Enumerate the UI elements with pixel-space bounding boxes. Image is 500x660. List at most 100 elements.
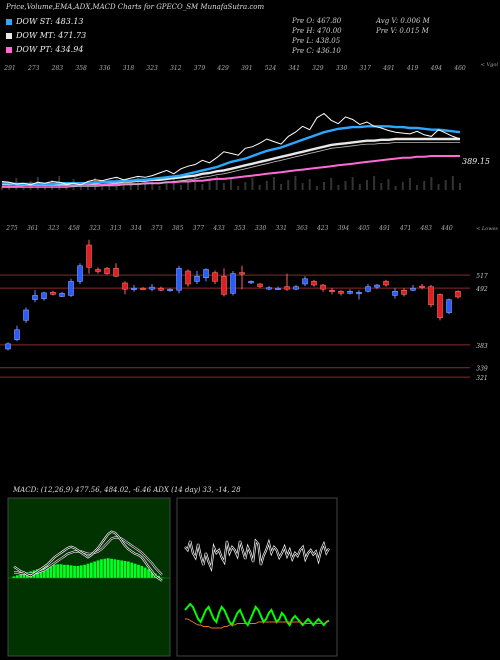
adx-series-adx: [185, 618, 330, 629]
candle-body: [140, 287, 146, 290]
legend-dow-pt: DOW PT: 434.94: [6, 45, 83, 54]
adx-panel: [176, 497, 338, 657]
candle-body: [365, 286, 371, 292]
candle-body: [410, 287, 416, 291]
adx-series-di-core: [184, 540, 330, 570]
top-tick-label: 358: [75, 65, 87, 72]
macd-signal-core: [14, 537, 163, 576]
top-tick-label: 312: [170, 65, 182, 72]
top-tick-label: 391: [241, 65, 252, 72]
top-tick-label: 353: [234, 225, 246, 232]
top-tick-label: 429: [216, 65, 229, 72]
top-tick-label: 524: [265, 65, 277, 72]
chart-title: Price,Volume,EMA,ADX,MACD Charts for GPE…: [6, 3, 265, 11]
price-panel: 275 361 323 458 323 313 314 373 385 377 433 353 330 3…: [0, 225, 498, 382]
support-level-label: 321: [476, 375, 487, 382]
series-price: [1, 112, 461, 186]
legend-swatch: [6, 47, 12, 53]
top-tick-label: 405: [357, 225, 370, 232]
pre-close: Pre C: 436.10: [292, 47, 341, 55]
candle-body: [284, 286, 290, 290]
candle-body: [383, 281, 389, 286]
candle-body: [86, 244, 92, 268]
macd-panel: [7, 497, 171, 657]
series-dow-st: [2, 125, 461, 186]
top-tick-label: 379: [194, 65, 206, 72]
series-dow-pt: [2, 155, 460, 188]
candle-body: [122, 282, 128, 290]
candle-body: [320, 284, 326, 290]
top-tick-label: 433: [212, 225, 225, 232]
corner-label: < Vgol: [481, 62, 499, 68]
legend-dow-mt: DOW MT: 471.73: [6, 31, 86, 40]
top-tick-label: 423: [316, 225, 329, 232]
candle-body: [176, 268, 182, 291]
pre-open: Pre O: 467.80: [292, 17, 342, 25]
candle-body: [311, 281, 317, 286]
top-tick-label: 330: [336, 65, 348, 72]
candle-body: [212, 272, 218, 282]
top-tick-label: 318: [123, 65, 135, 72]
candle-body: [455, 291, 461, 298]
candle-body: [41, 292, 47, 299]
candle-body: [347, 291, 353, 294]
candle-body: [329, 289, 335, 292]
candle-body: [158, 287, 164, 291]
top-tick-label: 385: [172, 225, 184, 232]
top-tick-label: 494: [430, 65, 443, 72]
top-tick-label: 283: [51, 65, 64, 72]
pre-high: Pre H: 470.00: [292, 27, 342, 35]
top-tick-label: 317: [360, 65, 372, 72]
candle-body: [302, 278, 308, 285]
top-tick-label: 440: [440, 225, 453, 232]
avg-volume: Avg V: 0.006 M: [376, 17, 430, 25]
pre-low: Pre L: 438.05: [292, 37, 341, 45]
top-tick-label: 458: [67, 225, 80, 232]
legend-dow-st: DOW ST: 483.13: [6, 17, 84, 26]
ema-panel: 291 273 283 358 336 318 323 312 379 429 391 524 341 3…: [1, 62, 499, 190]
candle-body: [338, 291, 344, 294]
candle-body: [23, 309, 29, 321]
top-tick-label: 330: [255, 225, 267, 232]
candle-body: [392, 291, 398, 296]
candle-body: [95, 269, 101, 272]
macd-line-core: [13, 531, 163, 582]
top-tick-label: 323: [146, 65, 158, 72]
candle-body: [59, 293, 65, 297]
top-tick-label: 323: [48, 225, 60, 232]
top-tick-label: 313: [110, 225, 122, 232]
top-tick-label: 323: [89, 225, 101, 232]
top-tick-label: 460: [453, 65, 466, 72]
top-tick-label: 314: [131, 225, 143, 232]
candle-body: [257, 283, 263, 287]
candle-body: [185, 270, 191, 285]
candle-body: [275, 287, 281, 290]
candle-body: [32, 295, 38, 300]
candle-body: [248, 281, 254, 284]
candle-body: [374, 284, 380, 288]
candle-body: [266, 287, 272, 290]
top-tick-label: 361: [27, 225, 38, 232]
top-tick-label: 331: [276, 225, 287, 232]
last-price-label: 389.15: [462, 157, 490, 166]
candle-body: [194, 275, 200, 282]
candle-body: [203, 269, 209, 279]
top-tick-label: 336: [99, 65, 111, 72]
candle-body: [104, 268, 110, 274]
top-tick-label: 419: [406, 65, 419, 72]
pre-volume: Pre V: 0.015 M: [376, 27, 429, 35]
top-tick-label: 373: [151, 225, 163, 232]
support-level-label: 517: [476, 273, 488, 280]
corner-label: < Lowes: [476, 226, 498, 232]
candle-body: [149, 286, 155, 290]
candle-body: [113, 268, 119, 277]
candle-body: [401, 289, 407, 295]
candle-body: [419, 285, 425, 288]
candle-body: [167, 288, 173, 291]
legend-swatch: [6, 33, 12, 39]
candle-body: [356, 292, 362, 295]
macd-adx-label: MACD: (12,26,9) 477.56, 484.02, -6.46 AD…: [13, 486, 241, 494]
candle-body: [437, 294, 443, 319]
candle-body: [446, 299, 452, 313]
candle-body: [77, 265, 83, 282]
